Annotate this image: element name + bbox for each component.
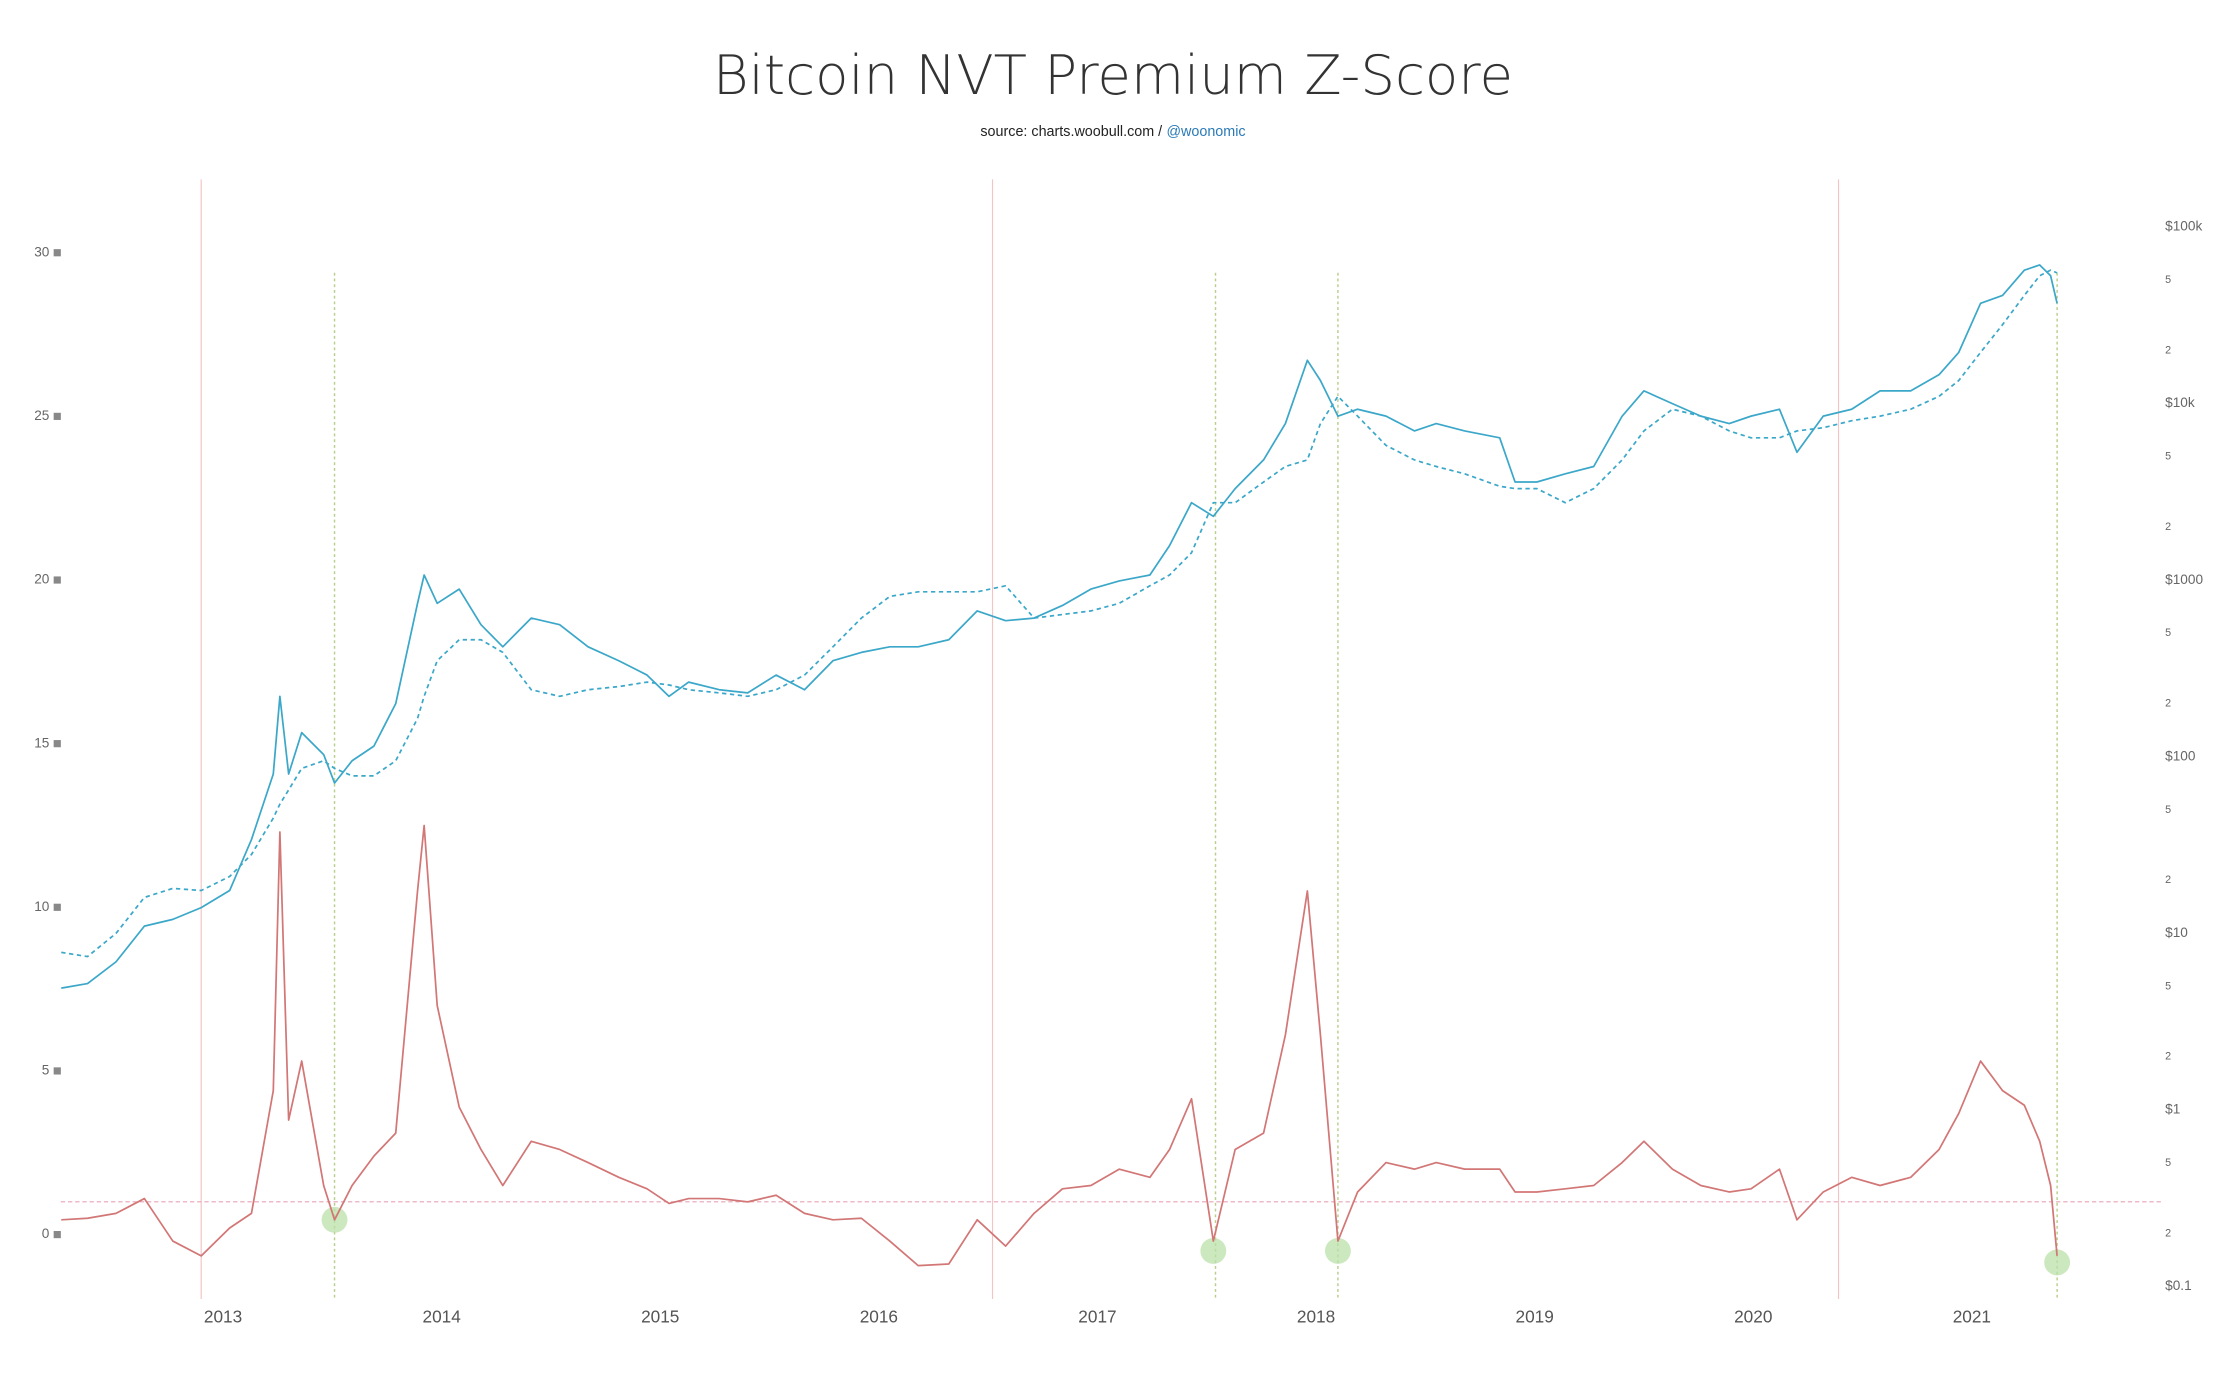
x-tick-label: 2019 — [1516, 1306, 1554, 1326]
y2-tick-label: 2 — [2165, 344, 2171, 356]
handle: @woonomic — [1166, 124, 1245, 140]
y-tick-label: 25 — [34, 408, 49, 423]
y-tick-label: 10 — [34, 899, 50, 914]
highlight — [1325, 1238, 1351, 1264]
y2-tick-label: $100 — [2165, 748, 2196, 763]
y2-tick-label: $1000 — [2165, 572, 2203, 587]
y2-tick-label: $10k — [2165, 395, 2195, 410]
y-tick-label: 30 — [34, 244, 50, 259]
y2-tick-label: 2 — [2165, 1227, 2171, 1239]
y-tick-mark — [53, 1067, 61, 1075]
y2-tick-label: $1 — [2165, 1102, 2180, 1117]
y-tick-label: 5 — [42, 1063, 50, 1078]
y-tick-mark — [53, 249, 61, 257]
chart-title: Bitcoin NVT Premium Z-Score — [713, 43, 1513, 107]
y-tick-mark — [53, 1230, 61, 1239]
y2-tick-label: 2 — [2165, 521, 2171, 533]
x-tick-label: 2017 — [1078, 1306, 1116, 1326]
y-tick-mark — [53, 903, 61, 911]
y2-tick-label: 5 — [2165, 1157, 2171, 1169]
y2-tick-label: 5 — [2165, 804, 2171, 816]
y-tick-mark — [53, 412, 61, 420]
highlight — [1200, 1238, 1227, 1264]
x-tick-label: 2015 — [641, 1306, 679, 1326]
y2-tick-label: 2 — [2165, 1051, 2171, 1063]
moving-average-line — [61, 269, 2058, 958]
highlight — [2044, 1249, 2071, 1276]
y-tick-label: 20 — [34, 572, 50, 587]
y2-tick-label: $0.1 — [2165, 1278, 2192, 1293]
x-tick-label: 2013 — [204, 1306, 242, 1326]
y-tick-label: 0 — [42, 1226, 50, 1241]
y2-tick-label: 2 — [2165, 874, 2171, 886]
x-tick-label: 2018 — [1297, 1306, 1335, 1326]
y2-tick-label: $100k — [2165, 219, 2202, 234]
series-line — [61, 264, 2058, 989]
x-tick-label: 2021 — [1953, 1306, 1991, 1326]
y2-tick-label: 5 — [2165, 451, 2171, 463]
y2-tick-label: $10 — [2165, 925, 2188, 940]
x-tick-label: 2014 — [422, 1306, 461, 1326]
y2-tick-label: 5 — [2165, 980, 2171, 992]
y-tick-mark — [53, 576, 61, 584]
source: source: charts.woobull.com / — [980, 124, 1162, 140]
y2-tick-label: 5 — [2165, 627, 2171, 639]
series-line — [61, 824, 2058, 1267]
y2-tick-label: 2 — [2165, 697, 2171, 709]
y2-tick-label: 5 — [2165, 274, 2171, 286]
x-tick-label: 2020 — [1734, 1306, 1772, 1326]
chart-subtitle: source: charts.woobull.com / @woonomic — [980, 124, 1245, 140]
x-tick-label: 2016 — [860, 1306, 898, 1326]
y-tick-label: 15 — [34, 735, 49, 750]
y-tick-mark — [53, 740, 61, 748]
